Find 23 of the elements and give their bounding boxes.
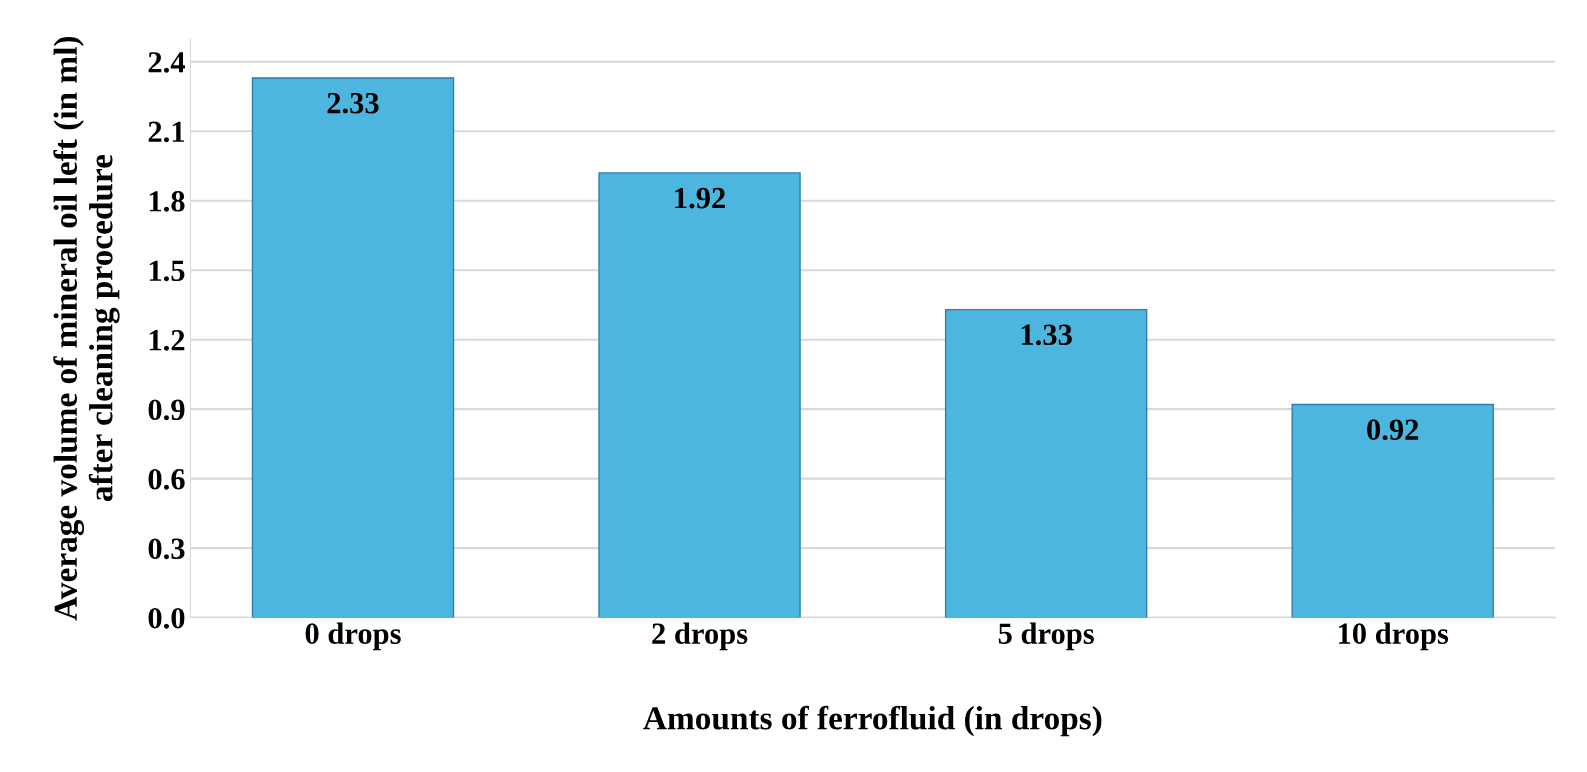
y-axis-title: Average volume of mineral oil left (in ml) after cleaning procedure — [53, 36, 120, 621]
y-tick-label: 1.5 — [149, 260, 185, 282]
bar — [944, 308, 1148, 618]
x-axis-title: Amounts of ferrofluid (in drops) — [643, 705, 1102, 737]
y-tick-label: 2.1 — [148, 121, 184, 143]
x-tick-label: 0 drops — [305, 622, 401, 651]
x-tick-label: 2 drops — [652, 622, 748, 651]
bar — [598, 172, 801, 618]
x-tick-label: 5 drops — [998, 622, 1094, 651]
data-label: 1.33 — [1021, 324, 1072, 346]
y-tick-label: 0.0 — [148, 607, 185, 629]
y-tick-label: 1.2 — [149, 330, 185, 351]
bar — [251, 77, 455, 618]
x-tick-label: 10 drops — [1338, 622, 1449, 651]
y-tick-label: 0.9 — [148, 399, 185, 421]
y-tick-label: 1.8 — [149, 191, 185, 212]
y-tick-label: 2.4 — [148, 52, 186, 73]
data-label: 2.33 — [327, 92, 379, 114]
bar — [1291, 403, 1494, 618]
y-tick-label: 0.6 — [148, 468, 185, 490]
y-tick-label: 0.3 — [148, 538, 185, 560]
data-label: 0.92 — [1367, 419, 1419, 441]
data-label: 1.92 — [675, 187, 725, 209]
